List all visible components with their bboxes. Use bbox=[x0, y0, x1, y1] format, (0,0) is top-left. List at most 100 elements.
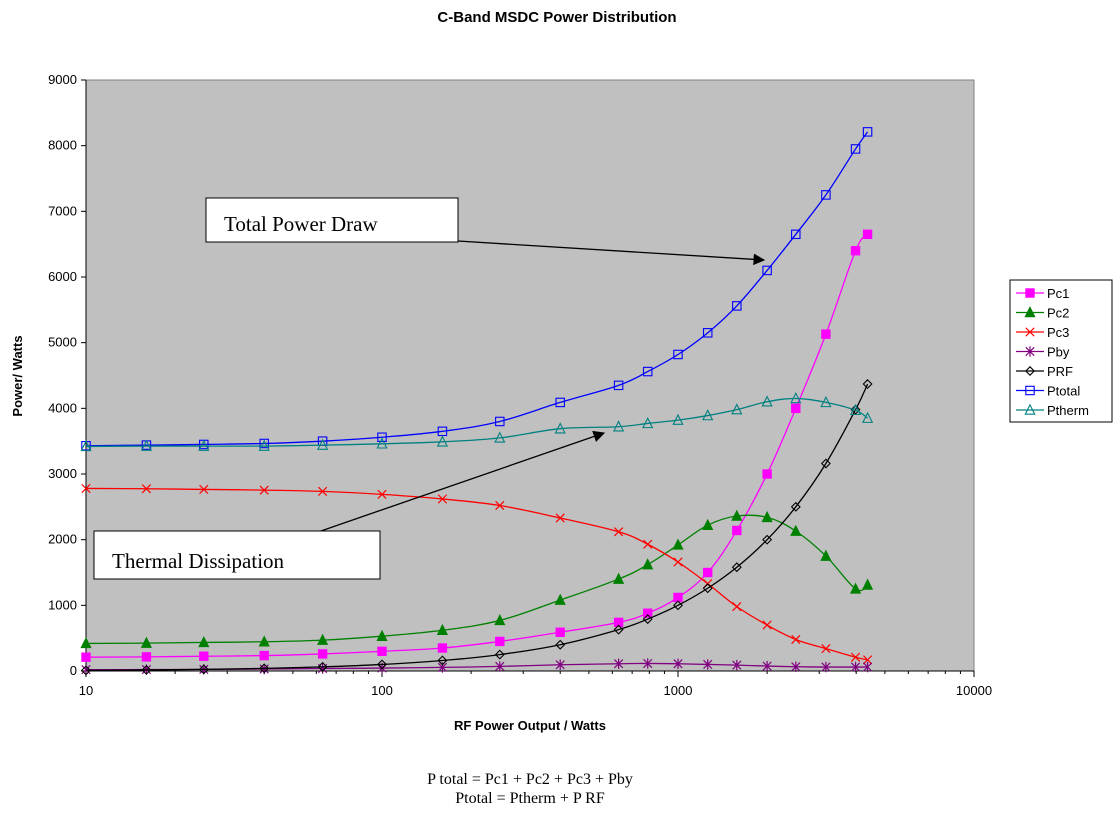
x-tick-label: 10 bbox=[79, 683, 93, 698]
legend-label: PRF bbox=[1047, 364, 1073, 379]
data-point-prf bbox=[731, 562, 742, 573]
legend-marker bbox=[1025, 366, 1035, 376]
data-point-pc1 bbox=[642, 608, 653, 618]
legend-label: Pc3 bbox=[1047, 325, 1069, 340]
data-point-ptherm bbox=[140, 439, 153, 451]
x-axis-label: RF Power Output / Watts bbox=[454, 718, 606, 733]
data-point-prf bbox=[81, 665, 91, 676]
x-axis: 10 100 1000 10000 bbox=[79, 670, 992, 698]
series-line-ptotal bbox=[85, 131, 869, 447]
data-point-pc1 bbox=[81, 652, 91, 662]
data-point-pc2 bbox=[317, 633, 329, 645]
callout-thermal-dissipation: Thermal Dissipation bbox=[93, 430, 606, 580]
series-pc3 bbox=[81, 483, 873, 665]
callout-total-box bbox=[205, 197, 459, 243]
data-point-prf bbox=[317, 661, 328, 672]
formula-line-1: P total = Pc1 + Pc2 + Pc3 + Pby bbox=[427, 771, 633, 788]
data-point-ptherm bbox=[790, 392, 802, 404]
data-point-pc3 bbox=[81, 483, 91, 494]
legend-label: Ptherm bbox=[1047, 403, 1089, 418]
x-tick-label: 10000 bbox=[956, 683, 992, 698]
data-point-pby bbox=[862, 661, 873, 673]
data-point-pby bbox=[673, 658, 683, 669]
data-point-prf bbox=[259, 663, 270, 674]
data-point-pc2 bbox=[861, 578, 874, 590]
data-point-pc3 bbox=[732, 602, 742, 612]
legend-item-pc1: Pc1 bbox=[1016, 286, 1069, 301]
legend-item-ptotal: Ptotal bbox=[1016, 384, 1080, 399]
data-point-pc1 bbox=[850, 246, 861, 256]
data-point-pby bbox=[850, 661, 861, 673]
data-point-ptherm bbox=[672, 413, 684, 425]
data-point-ptherm bbox=[554, 422, 566, 434]
data-point-ptherm bbox=[494, 431, 506, 443]
data-point-ptherm bbox=[849, 403, 862, 416]
data-point-ptotal bbox=[555, 397, 565, 408]
data-point-pc3 bbox=[317, 486, 328, 497]
y-tick-label: 1000 bbox=[48, 597, 77, 612]
legend-item-pc3: Pc3 bbox=[1016, 325, 1069, 340]
data-point-pc2 bbox=[554, 593, 566, 605]
y-tick-label: 7000 bbox=[48, 203, 77, 218]
y-tick-label: 8000 bbox=[48, 138, 77, 153]
data-point-ptherm bbox=[642, 417, 654, 429]
y-tick-label: 0 bbox=[70, 663, 77, 678]
data-point-pby bbox=[555, 659, 565, 670]
y-tick-label: 9000 bbox=[48, 72, 77, 87]
data-point-pby bbox=[821, 661, 831, 673]
data-point-prf bbox=[494, 649, 505, 660]
data-point-prf bbox=[820, 458, 831, 469]
data-point-prf bbox=[673, 600, 683, 611]
data-point-pc1 bbox=[495, 636, 505, 647]
data-point-ptherm bbox=[317, 438, 329, 450]
data-point-ptotal bbox=[791, 229, 801, 240]
data-point-pby bbox=[732, 659, 742, 671]
data-point-pc2 bbox=[820, 549, 832, 561]
data-point-pc1 bbox=[141, 652, 152, 662]
data-point-pc2 bbox=[376, 629, 388, 641]
data-point-pc2 bbox=[436, 623, 449, 636]
data-point-ptherm bbox=[702, 409, 714, 421]
data-point-pc1 bbox=[555, 627, 565, 637]
data-point-prf bbox=[702, 583, 713, 594]
data-point-prf bbox=[850, 404, 861, 415]
y-axis: 0 1000 2000 3000 4000 5000 6000 7000 8000 9000 bbox=[48, 72, 87, 678]
data-point-prf bbox=[642, 614, 653, 625]
data-point-pc1 bbox=[437, 643, 448, 653]
legend-marker bbox=[1025, 385, 1035, 396]
data-point-pc2 bbox=[140, 636, 153, 648]
data-point-prf bbox=[141, 664, 152, 675]
data-point-pc1 bbox=[703, 567, 713, 578]
data-point-pc3 bbox=[495, 500, 505, 511]
callout-therm-text: Thermal Dissipation bbox=[112, 549, 285, 573]
data-point-pc3 bbox=[762, 620, 772, 630]
data-point-pby bbox=[643, 658, 653, 669]
plot-area bbox=[85, 79, 975, 672]
data-point-pc2 bbox=[642, 558, 654, 570]
data-point-pby bbox=[495, 661, 505, 672]
data-point-prf bbox=[790, 501, 801, 512]
data-point-ptotal bbox=[762, 265, 772, 276]
data-point-pc1 bbox=[317, 649, 328, 659]
legend-marker bbox=[1025, 288, 1035, 298]
legend-item-prf: PRF bbox=[1016, 364, 1073, 379]
data-point-prf bbox=[198, 664, 209, 675]
legend-label: Pc2 bbox=[1047, 306, 1069, 321]
data-point-prf bbox=[613, 624, 624, 635]
data-point-ptotal bbox=[495, 416, 505, 427]
data-point-pc3 bbox=[437, 494, 448, 504]
data-point-pc3 bbox=[555, 513, 565, 523]
y-tick-label: 3000 bbox=[48, 466, 77, 481]
series-layer bbox=[80, 127, 874, 676]
data-point-ptherm bbox=[376, 437, 388, 449]
series-ptherm bbox=[80, 392, 874, 452]
legend-item-ptherm: Ptherm bbox=[1016, 403, 1089, 418]
data-point-pc3 bbox=[141, 484, 152, 494]
callout-therm-arrow bbox=[317, 430, 606, 533]
data-point-ptotal bbox=[673, 349, 683, 360]
series-line-prf bbox=[85, 383, 869, 671]
data-point-pc3 bbox=[377, 489, 387, 499]
series-pby bbox=[81, 658, 873, 675]
data-point-pc1 bbox=[821, 329, 831, 339]
data-point-ptherm bbox=[80, 439, 92, 452]
